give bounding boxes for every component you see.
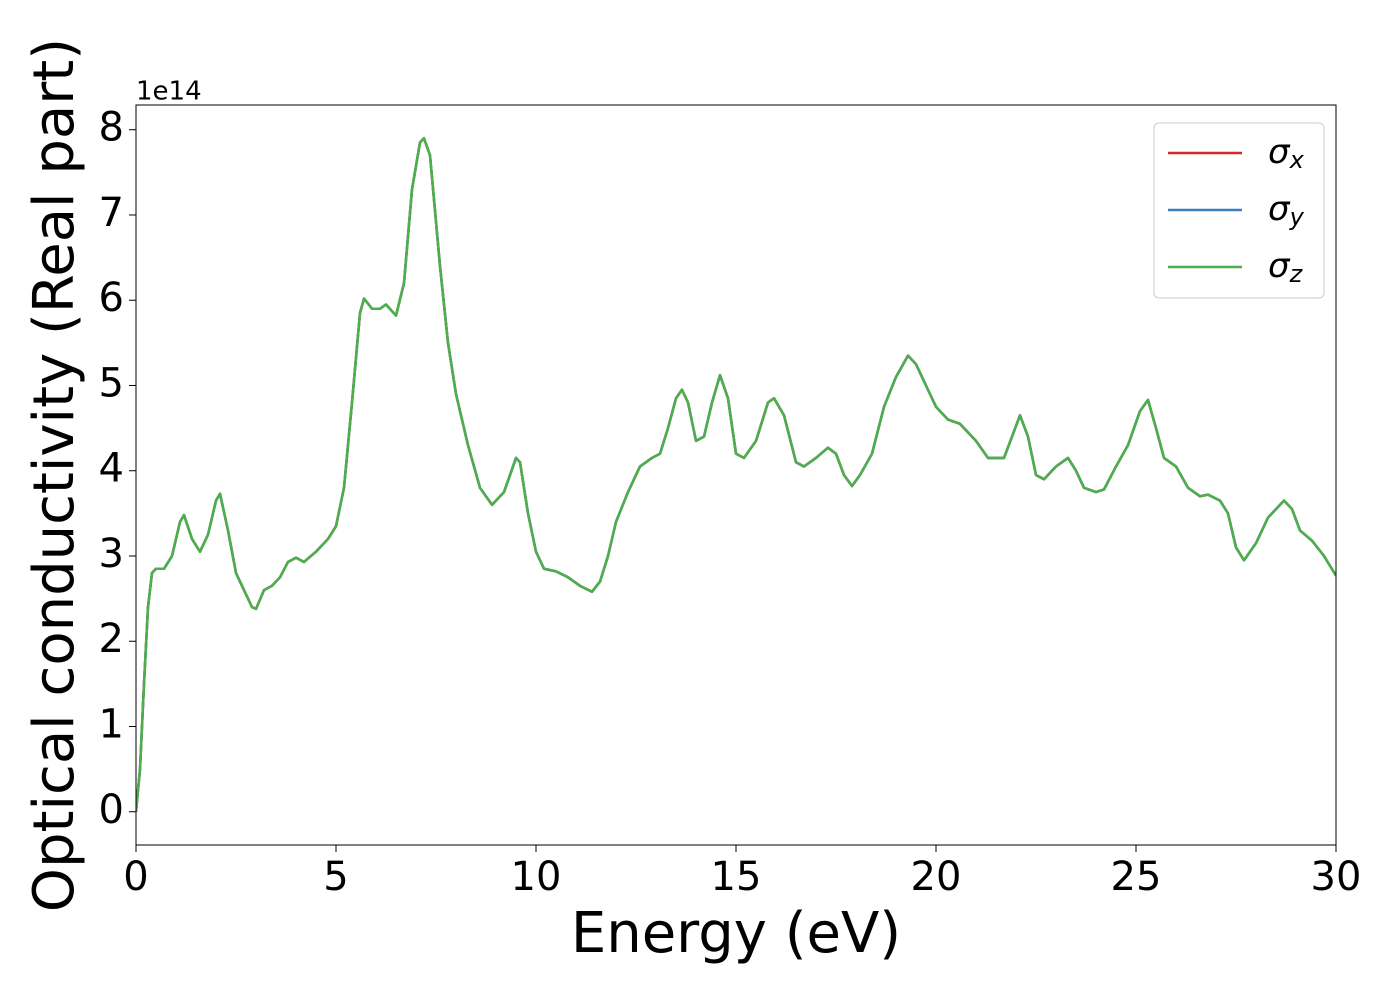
x-tick-label: 15 — [711, 854, 762, 900]
y-tick-label: 1 — [99, 701, 124, 747]
x-tick-label: 0 — [123, 854, 148, 900]
x-tick-label: 5 — [323, 854, 348, 900]
y-tick-label: 7 — [99, 190, 124, 236]
y-tick-label: 3 — [99, 531, 124, 577]
legend-label: σx — [1268, 132, 1305, 175]
legend-label: σy — [1268, 189, 1305, 232]
x-axis-label: Energy (eV) — [571, 901, 901, 966]
series-line — [136, 137, 1336, 812]
y-tick-label: 4 — [99, 446, 124, 492]
x-tick-label: 10 — [511, 854, 562, 900]
x-tick-label: 25 — [1111, 854, 1162, 900]
y-tick-label: 8 — [99, 105, 124, 151]
x-tick-label: 20 — [911, 854, 962, 900]
plot-lines — [136, 137, 1336, 812]
x-tick-label: 30 — [1311, 854, 1362, 900]
y-offset-label: 1e14 — [136, 77, 202, 107]
y-axis-label: Optical conductivity (Real part) — [22, 38, 87, 912]
y-tick-label: 0 — [99, 787, 124, 833]
plot-frame — [135, 104, 1337, 846]
y-tick-label: 6 — [99, 275, 124, 321]
y-tick-label: 5 — [99, 360, 124, 406]
y-tick-label: 2 — [99, 616, 124, 662]
legend-label: σz — [1268, 246, 1304, 289]
